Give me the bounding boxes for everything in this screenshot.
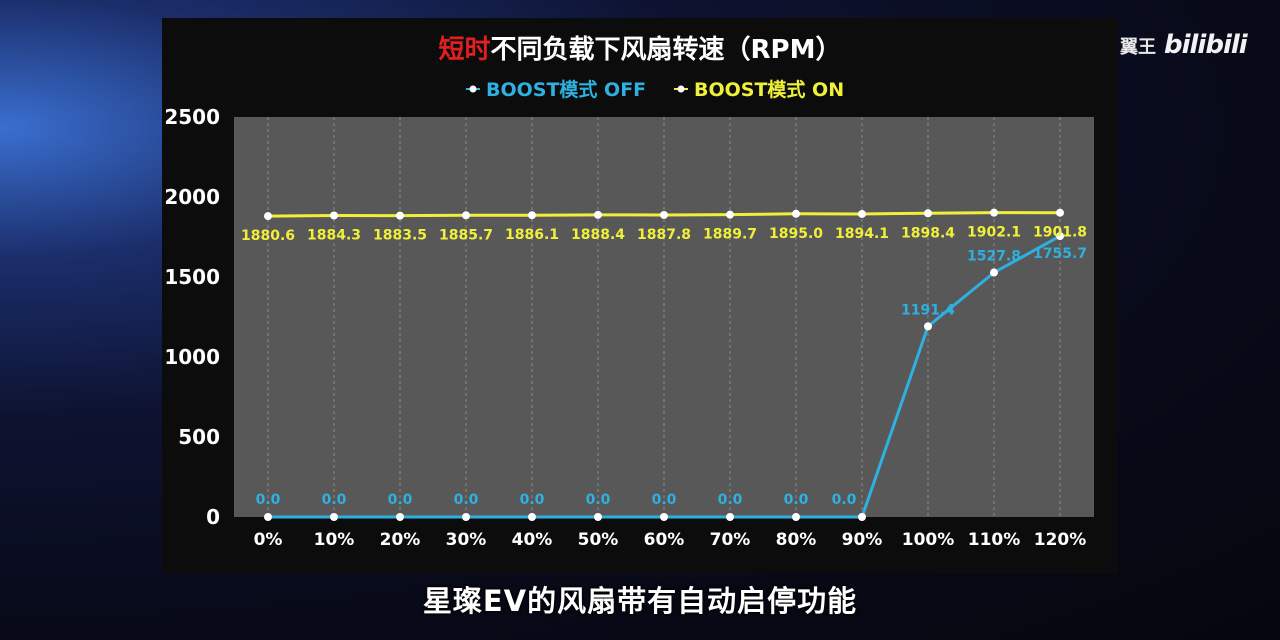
- data-point-s0-6: [660, 513, 668, 521]
- x-tick-label-120%: 120%: [1034, 530, 1087, 550]
- data-label-s1-11: 1902.1: [967, 225, 1021, 241]
- chart-panel: 短时不同负载下风扇转速（RPM） BOOST模式 OFF BOOST模式 ON 0…: [162, 18, 1118, 574]
- data-label-s1-8: 1895.0: [769, 226, 823, 242]
- data-point-s0-9: [858, 513, 866, 521]
- x-axis: 0% 10% 20% 30% 40% 50% 60% 70% 80% 90% 100% 110% 120…: [254, 530, 1087, 550]
- gridlines: [267, 117, 1061, 517]
- channel-name: 翼王: [1120, 37, 1156, 58]
- y-tick-label-0: 0: [206, 505, 220, 529]
- data-labels: 0.0 0.0 0.0 0.0 0.0 0.0 0.0 0.0 0.0 0.0 1191.4 1527…: [241, 225, 1087, 508]
- data-point-s1-0: [264, 212, 272, 221]
- data-label-s0-7: 0.0: [718, 492, 743, 508]
- x-tick-label-0%: 0%: [254, 530, 283, 550]
- x-tick-label-90%: 90%: [842, 530, 883, 550]
- x-tick-label-10%: 10%: [314, 530, 355, 550]
- data-point-s1-3: [462, 211, 470, 220]
- data-label-s1-10: 1898.4: [901, 225, 955, 241]
- data-point-s1-5: [594, 210, 602, 219]
- data-point-s0-2: [396, 513, 404, 521]
- y-tick-label-1500: 1500: [164, 265, 220, 289]
- data-label-s1-3: 1885.7: [439, 227, 493, 243]
- fan-rpm-line-chart: 短时不同负载下风扇转速（RPM） BOOST模式 OFF BOOST模式 ON 0…: [164, 34, 1094, 550]
- data-point-s0-1: [330, 513, 338, 521]
- data-point-s1-10: [924, 209, 932, 218]
- data-point-s1-6: [660, 210, 668, 219]
- data-label-s0-12: 1755.7: [1033, 246, 1087, 262]
- data-label-s0-0: 0.0: [256, 492, 281, 508]
- data-point-s0-7: [726, 513, 734, 521]
- y-tick-label-2000: 2000: [164, 185, 220, 209]
- x-tick-label-20%: 20%: [380, 530, 421, 550]
- y-tick-label-2500: 2500: [164, 105, 220, 129]
- data-point-s0-11: [990, 268, 998, 277]
- data-label-s0-2: 0.0: [388, 492, 413, 508]
- data-point-s1-1: [330, 211, 338, 220]
- data-label-s1-9: 1894.1: [835, 226, 889, 242]
- data-label-s0-9: 0.0: [832, 492, 857, 508]
- data-point-s0-4: [528, 513, 536, 521]
- legend-swatch-dot-0: [469, 85, 477, 93]
- x-tick-label-80%: 80%: [776, 530, 817, 550]
- y-tick-label-1000: 1000: [164, 345, 220, 369]
- data-label-s1-4: 1886.1: [505, 227, 559, 243]
- bilibili-logo: bilibili: [1164, 30, 1248, 60]
- data-label-s0-4: 0.0: [520, 492, 545, 508]
- data-label-s0-3: 0.0: [454, 492, 479, 508]
- data-label-s1-2: 1883.5: [373, 228, 427, 244]
- data-label-s0-11: 1527.8: [967, 249, 1021, 265]
- video-subtitle: 星璨EV的风扇带有自动启停功能: [422, 584, 858, 618]
- x-tick-label-60%: 60%: [644, 530, 685, 550]
- data-label-s0-8: 0.0: [784, 492, 809, 508]
- data-point-s0-5: [594, 513, 602, 521]
- data-label-s0-5: 0.0: [586, 492, 611, 508]
- data-label-s0-10: 1191.4: [901, 302, 955, 318]
- data-point-s0-12: [1056, 232, 1064, 241]
- chart-title-rest: 不同负载下风扇转速（RPM）: [491, 34, 842, 65]
- data-point-s1-2: [396, 211, 404, 220]
- data-point-s0-0: [264, 513, 272, 521]
- data-label-s1-5: 1888.4: [571, 227, 625, 243]
- data-label-s1-0: 1880.6: [241, 228, 295, 244]
- data-point-s1-9: [858, 209, 866, 218]
- data-label-s1-1: 1884.3: [307, 228, 361, 244]
- data-label-s0-1: 0.0: [322, 492, 347, 508]
- chart-title: 短时不同负载下风扇转速（RPM）: [439, 34, 842, 65]
- data-point-s1-4: [528, 211, 536, 220]
- data-point-s0-10: [924, 322, 932, 331]
- x-tick-label-110%: 110%: [968, 530, 1021, 550]
- legend-label-0: BOOST模式 OFF: [486, 78, 646, 101]
- chart-legend: BOOST模式 OFF BOOST模式 ON: [466, 78, 844, 101]
- x-tick-label-100%: 100%: [902, 530, 955, 550]
- y-axis: 0 500 1000 1500 2000 2500: [164, 105, 220, 529]
- x-tick-label-50%: 50%: [578, 530, 619, 550]
- data-label-s1-7: 1889.7: [703, 227, 757, 243]
- chart-title-highlight: 短时: [439, 35, 491, 65]
- data-point-s0-3: [462, 513, 470, 521]
- data-point-s0-8: [792, 513, 800, 521]
- data-point-s1-7: [726, 210, 734, 219]
- data-point-s1-8: [792, 209, 800, 218]
- x-tick-label-30%: 30%: [446, 530, 487, 550]
- y-tick-label-500: 500: [178, 425, 220, 449]
- data-point-s1-11: [990, 208, 998, 217]
- x-tick-label-70%: 70%: [710, 530, 751, 550]
- legend-label-1: BOOST模式 ON: [694, 78, 844, 101]
- legend-swatch-dot-1: [677, 85, 685, 93]
- channel-watermark: 翼王 bilibili: [1120, 30, 1248, 60]
- x-tick-label-40%: 40%: [512, 530, 553, 550]
- data-point-s1-12: [1056, 208, 1064, 217]
- data-label-s0-6: 0.0: [652, 492, 677, 508]
- series-layer: [264, 208, 1064, 521]
- data-label-s1-12: 1901.8: [1033, 225, 1087, 241]
- data-label-s1-6: 1887.8: [637, 227, 691, 243]
